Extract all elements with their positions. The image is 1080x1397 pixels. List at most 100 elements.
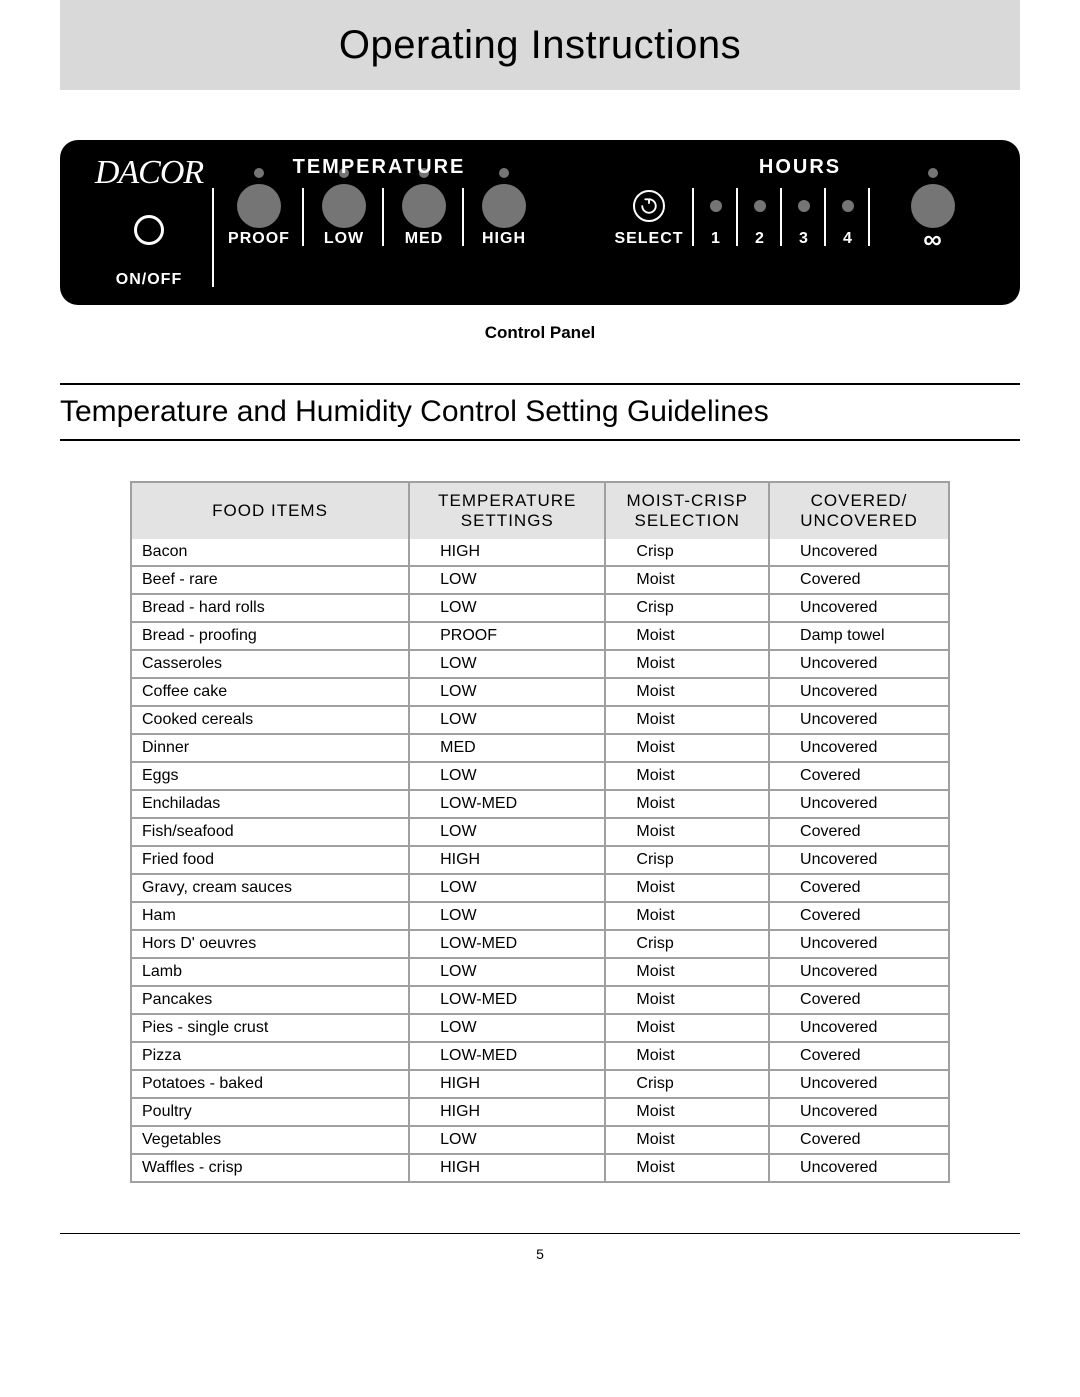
table-row: Pies - single crustLOWMoistUncovered bbox=[131, 1014, 949, 1042]
cell-food: Poultry bbox=[131, 1098, 409, 1126]
cell-food: Pizza bbox=[131, 1042, 409, 1070]
table-row: PoultryHIGHMoistUncovered bbox=[131, 1098, 949, 1126]
cell-covered: Covered bbox=[769, 566, 949, 594]
cell-moist-crisp: Moist bbox=[605, 986, 769, 1014]
cell-food: Pancakes bbox=[131, 986, 409, 1014]
cell-food: Beef - rare bbox=[131, 566, 409, 594]
hour-2-indicator bbox=[754, 200, 766, 212]
select-icon[interactable] bbox=[633, 190, 665, 222]
cell-temp: LOW bbox=[409, 1014, 605, 1042]
page-number: 5 bbox=[60, 1246, 1020, 1262]
cell-covered: Damp towel bbox=[769, 622, 949, 650]
cell-temp: HIGH bbox=[409, 1154, 605, 1182]
cell-covered: Uncovered bbox=[769, 734, 949, 762]
hour-2-label: 2 bbox=[755, 228, 765, 250]
hour-3-label: 3 bbox=[799, 228, 809, 250]
cell-food: Bacon bbox=[131, 539, 409, 566]
th-temp-settings: TEMPERATURE SETTINGS bbox=[409, 482, 605, 539]
high-knob[interactable] bbox=[482, 184, 526, 228]
cell-food: Gravy, cream sauces bbox=[131, 874, 409, 902]
cell-moist-crisp: Moist bbox=[605, 566, 769, 594]
high-label: High bbox=[482, 228, 526, 250]
cell-temp: LOW bbox=[409, 1126, 605, 1154]
cell-covered: Covered bbox=[769, 818, 949, 846]
table-row: Fried foodHIGHCrispUncovered bbox=[131, 846, 949, 874]
cell-temp: HIGH bbox=[409, 1098, 605, 1126]
cell-food: Lamb bbox=[131, 958, 409, 986]
table-row: EnchiladasLOW-MEDMoistUncovered bbox=[131, 790, 949, 818]
cell-moist-crisp: Moist bbox=[605, 650, 769, 678]
cell-covered: Uncovered bbox=[769, 539, 949, 566]
cell-covered: Uncovered bbox=[769, 594, 949, 622]
cell-food: Waffles - crisp bbox=[131, 1154, 409, 1182]
cell-temp: LOW-MED bbox=[409, 930, 605, 958]
table-row: Coffee cakeLOWMoistUncovered bbox=[131, 678, 949, 706]
proof-knob[interactable] bbox=[237, 184, 281, 228]
select-label: Select bbox=[614, 228, 683, 250]
cell-moist-crisp: Moist bbox=[605, 1014, 769, 1042]
cell-temp: LOW-MED bbox=[409, 986, 605, 1014]
cell-temp: PROOF bbox=[409, 622, 605, 650]
cell-moist-crisp: Moist bbox=[605, 874, 769, 902]
cell-moist-crisp: Moist bbox=[605, 622, 769, 650]
cell-food: Hors D' oeuvres bbox=[131, 930, 409, 958]
cell-moist-crisp: Moist bbox=[605, 762, 769, 790]
cell-moist-crisp: Moist bbox=[605, 734, 769, 762]
hour-4-indicator bbox=[842, 200, 854, 212]
cell-covered: Uncovered bbox=[769, 1070, 949, 1098]
table-row: DinnerMEDMoistUncovered bbox=[131, 734, 949, 762]
cell-moist-crisp: Moist bbox=[605, 1154, 769, 1182]
low-knob[interactable] bbox=[322, 184, 366, 228]
table-row: Fish/seafoodLOWMoistCovered bbox=[131, 818, 949, 846]
cell-food: Ham bbox=[131, 902, 409, 930]
th-food-items: FOOD ITEMS bbox=[131, 482, 409, 539]
cell-covered: Uncovered bbox=[769, 958, 949, 986]
cell-moist-crisp: Moist bbox=[605, 818, 769, 846]
control-panel: dacor On/Off . Proof bbox=[60, 140, 1020, 305]
cell-temp: LOW bbox=[409, 650, 605, 678]
cell-food: Fish/seafood bbox=[131, 818, 409, 846]
cell-food: Casseroles bbox=[131, 650, 409, 678]
cell-food: Cooked cereals bbox=[131, 706, 409, 734]
table-header-row: FOOD ITEMS TEMPERATURE SETTINGS MOIST-CR… bbox=[131, 482, 949, 539]
table-row: HamLOWMoistCovered bbox=[131, 902, 949, 930]
cell-moist-crisp: Crisp bbox=[605, 846, 769, 874]
table-row: Waffles - crispHIGHMoistUncovered bbox=[131, 1154, 949, 1182]
cell-covered: Uncovered bbox=[769, 846, 949, 874]
cell-covered: Uncovered bbox=[769, 1154, 949, 1182]
table-row: Potatoes - bakedHIGHCrispUncovered bbox=[131, 1070, 949, 1098]
cell-food: Vegetables bbox=[131, 1126, 409, 1154]
infinity-knob[interactable] bbox=[911, 184, 955, 228]
cell-moist-crisp: Crisp bbox=[605, 539, 769, 566]
th-covered: COVERED/ UNCOVERED bbox=[769, 482, 949, 539]
hour-1-indicator bbox=[710, 200, 722, 212]
table-row: VegetablesLOWMoistCovered bbox=[131, 1126, 949, 1154]
table-row: Bread - hard rollsLOWCrispUncovered bbox=[131, 594, 949, 622]
cell-temp: LOW-MED bbox=[409, 1042, 605, 1070]
food-table: FOOD ITEMS TEMPERATURE SETTINGS MOIST-CR… bbox=[130, 481, 950, 1183]
cell-moist-crisp: Moist bbox=[605, 958, 769, 986]
cell-temp: LOW bbox=[409, 874, 605, 902]
table-row: Beef - rareLOWMoistCovered bbox=[131, 566, 949, 594]
cell-food: Pies - single crust bbox=[131, 1014, 409, 1042]
cell-covered: Covered bbox=[769, 874, 949, 902]
cell-moist-crisp: Moist bbox=[605, 1042, 769, 1070]
cell-covered: Uncovered bbox=[769, 1098, 949, 1126]
cell-temp: LOW-MED bbox=[409, 790, 605, 818]
cell-temp: LOW bbox=[409, 706, 605, 734]
med-knob[interactable] bbox=[402, 184, 446, 228]
cell-moist-crisp: Crisp bbox=[605, 1070, 769, 1098]
brand-logo: dacor bbox=[95, 154, 203, 192]
table-row: Hors D' oeuvresLOW-MEDCrispUncovered bbox=[131, 930, 949, 958]
on-off-label: On/Off bbox=[116, 269, 182, 291]
infinity-label: ∞ bbox=[923, 228, 943, 250]
cell-temp: HIGH bbox=[409, 846, 605, 874]
cell-covered: Covered bbox=[769, 902, 949, 930]
cell-covered: Uncovered bbox=[769, 1014, 949, 1042]
cell-moist-crisp: Moist bbox=[605, 902, 769, 930]
cell-food: Eggs bbox=[131, 762, 409, 790]
med-label: Med bbox=[405, 228, 444, 250]
cell-covered: Uncovered bbox=[769, 790, 949, 818]
on-off-button[interactable] bbox=[134, 215, 164, 245]
section-title: Temperature and Humidity Control Setting… bbox=[60, 383, 1020, 441]
